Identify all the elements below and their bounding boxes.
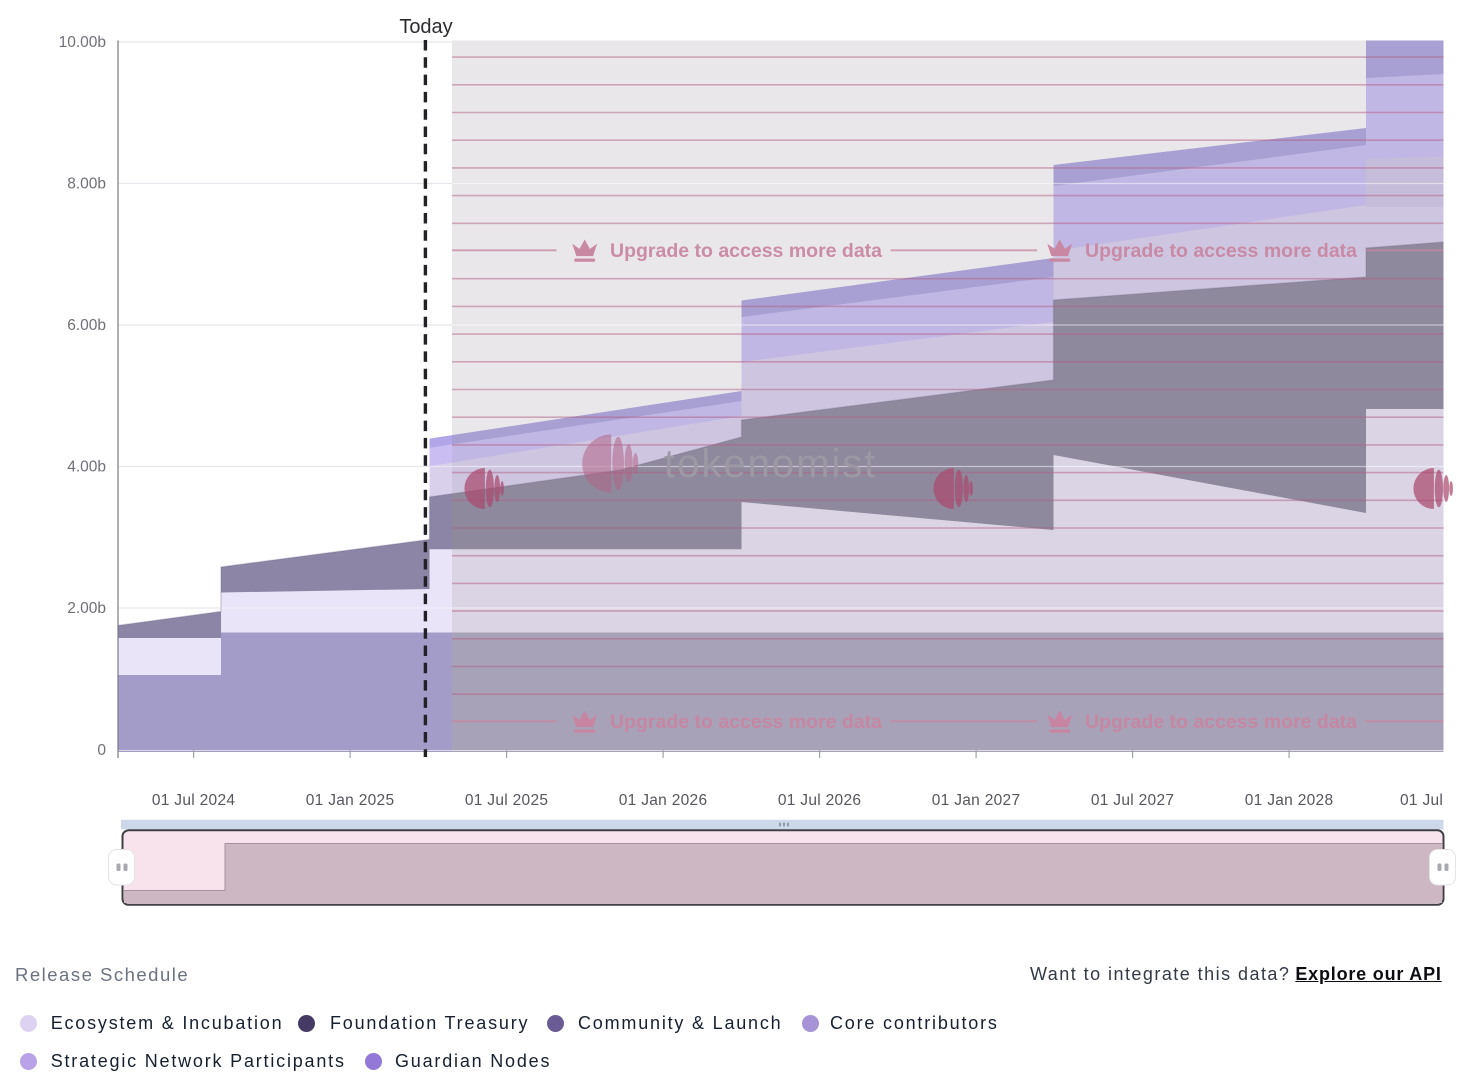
svg-text:Upgrade to access more data: Upgrade to access more data	[1085, 240, 1357, 262]
svg-text:6.00b: 6.00b	[67, 317, 106, 334]
svg-text:10.00b: 10.00b	[59, 34, 106, 51]
svg-text:8.00b: 8.00b	[67, 176, 106, 193]
svg-text:Today: Today	[399, 16, 452, 38]
svg-text:2.00b: 2.00b	[67, 600, 106, 617]
svg-text:01 Jan 2027: 01 Jan 2027	[932, 792, 1021, 809]
svg-text:01 Jan 2026: 01 Jan 2026	[619, 792, 708, 809]
svg-text:01 Jul 2027: 01 Jul 2027	[1091, 792, 1174, 809]
svg-text:01 Jan 2025: 01 Jan 2025	[306, 792, 395, 809]
svg-text:01 Jul 2025: 01 Jul 2025	[465, 792, 548, 809]
svg-text:Upgrade to access more data: Upgrade to access more data	[1085, 711, 1357, 733]
svg-text:Upgrade to access more data: Upgrade to access more data	[610, 711, 882, 733]
svg-text:01 Jul: 01 Jul	[1400, 792, 1443, 809]
svg-text:0: 0	[97, 742, 106, 759]
svg-text:tokenomist: tokenomist	[664, 442, 877, 486]
svg-text:01 Jul 2026: 01 Jul 2026	[778, 792, 861, 809]
svg-text:Upgrade to access more data: Upgrade to access more data	[610, 240, 882, 262]
svg-text:4.00b: 4.00b	[67, 459, 106, 476]
svg-text:01 Jul 2024: 01 Jul 2024	[152, 792, 236, 809]
svg-text:01 Jan 2028: 01 Jan 2028	[1245, 792, 1334, 809]
